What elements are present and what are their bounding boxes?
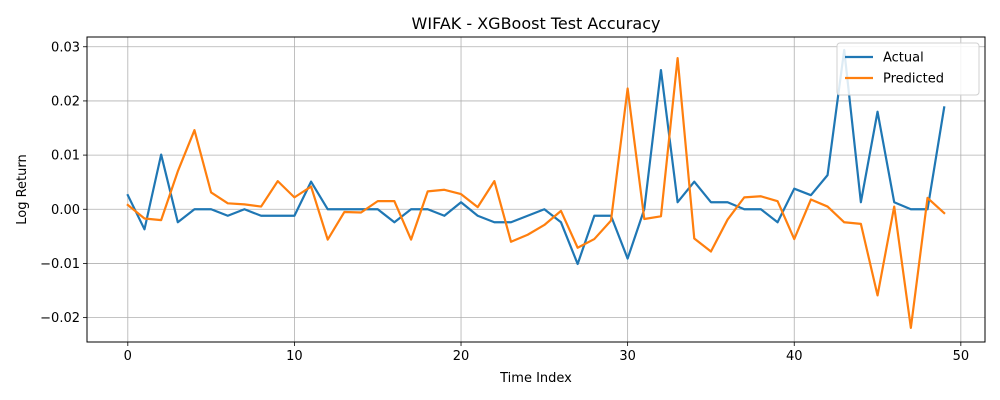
y-tick-label: 0.01 [51,149,80,164]
x-tick-label: 0 [124,349,132,364]
x-axis-ticks: 0 10 20 30 40 50 [124,342,969,364]
y-tick-label: 0.00 [51,203,80,218]
y-axis-ticks: −0.02 −0.01 0.00 0.01 0.02 0.03 [40,40,87,326]
x-tick-label: 10 [286,349,303,364]
series-line-predicted [126,57,946,330]
x-tick-label: 20 [453,349,470,364]
y-tick-label: 0.02 [51,94,80,109]
legend-label: Actual [883,51,924,66]
y-axis-label: Log Return [15,154,30,225]
grid-lines [87,37,985,342]
x-tick-label: 50 [953,349,970,364]
x-axis-label: Time Index [499,371,572,386]
y-tick-label: 0.03 [51,40,80,55]
chart-title: WIFAK - XGBoost Test Accuracy [412,14,661,33]
x-tick-label: 40 [786,349,803,364]
legend-label: Predicted [883,72,944,87]
series-line-actual [126,48,946,266]
series-lines [126,48,946,330]
plot-frame [86,36,986,343]
legend: Actual Predicted [836,42,980,96]
x-tick-label: 30 [619,349,636,364]
y-tick-label: −0.02 [40,311,80,326]
y-tick-label: −0.01 [40,257,80,272]
